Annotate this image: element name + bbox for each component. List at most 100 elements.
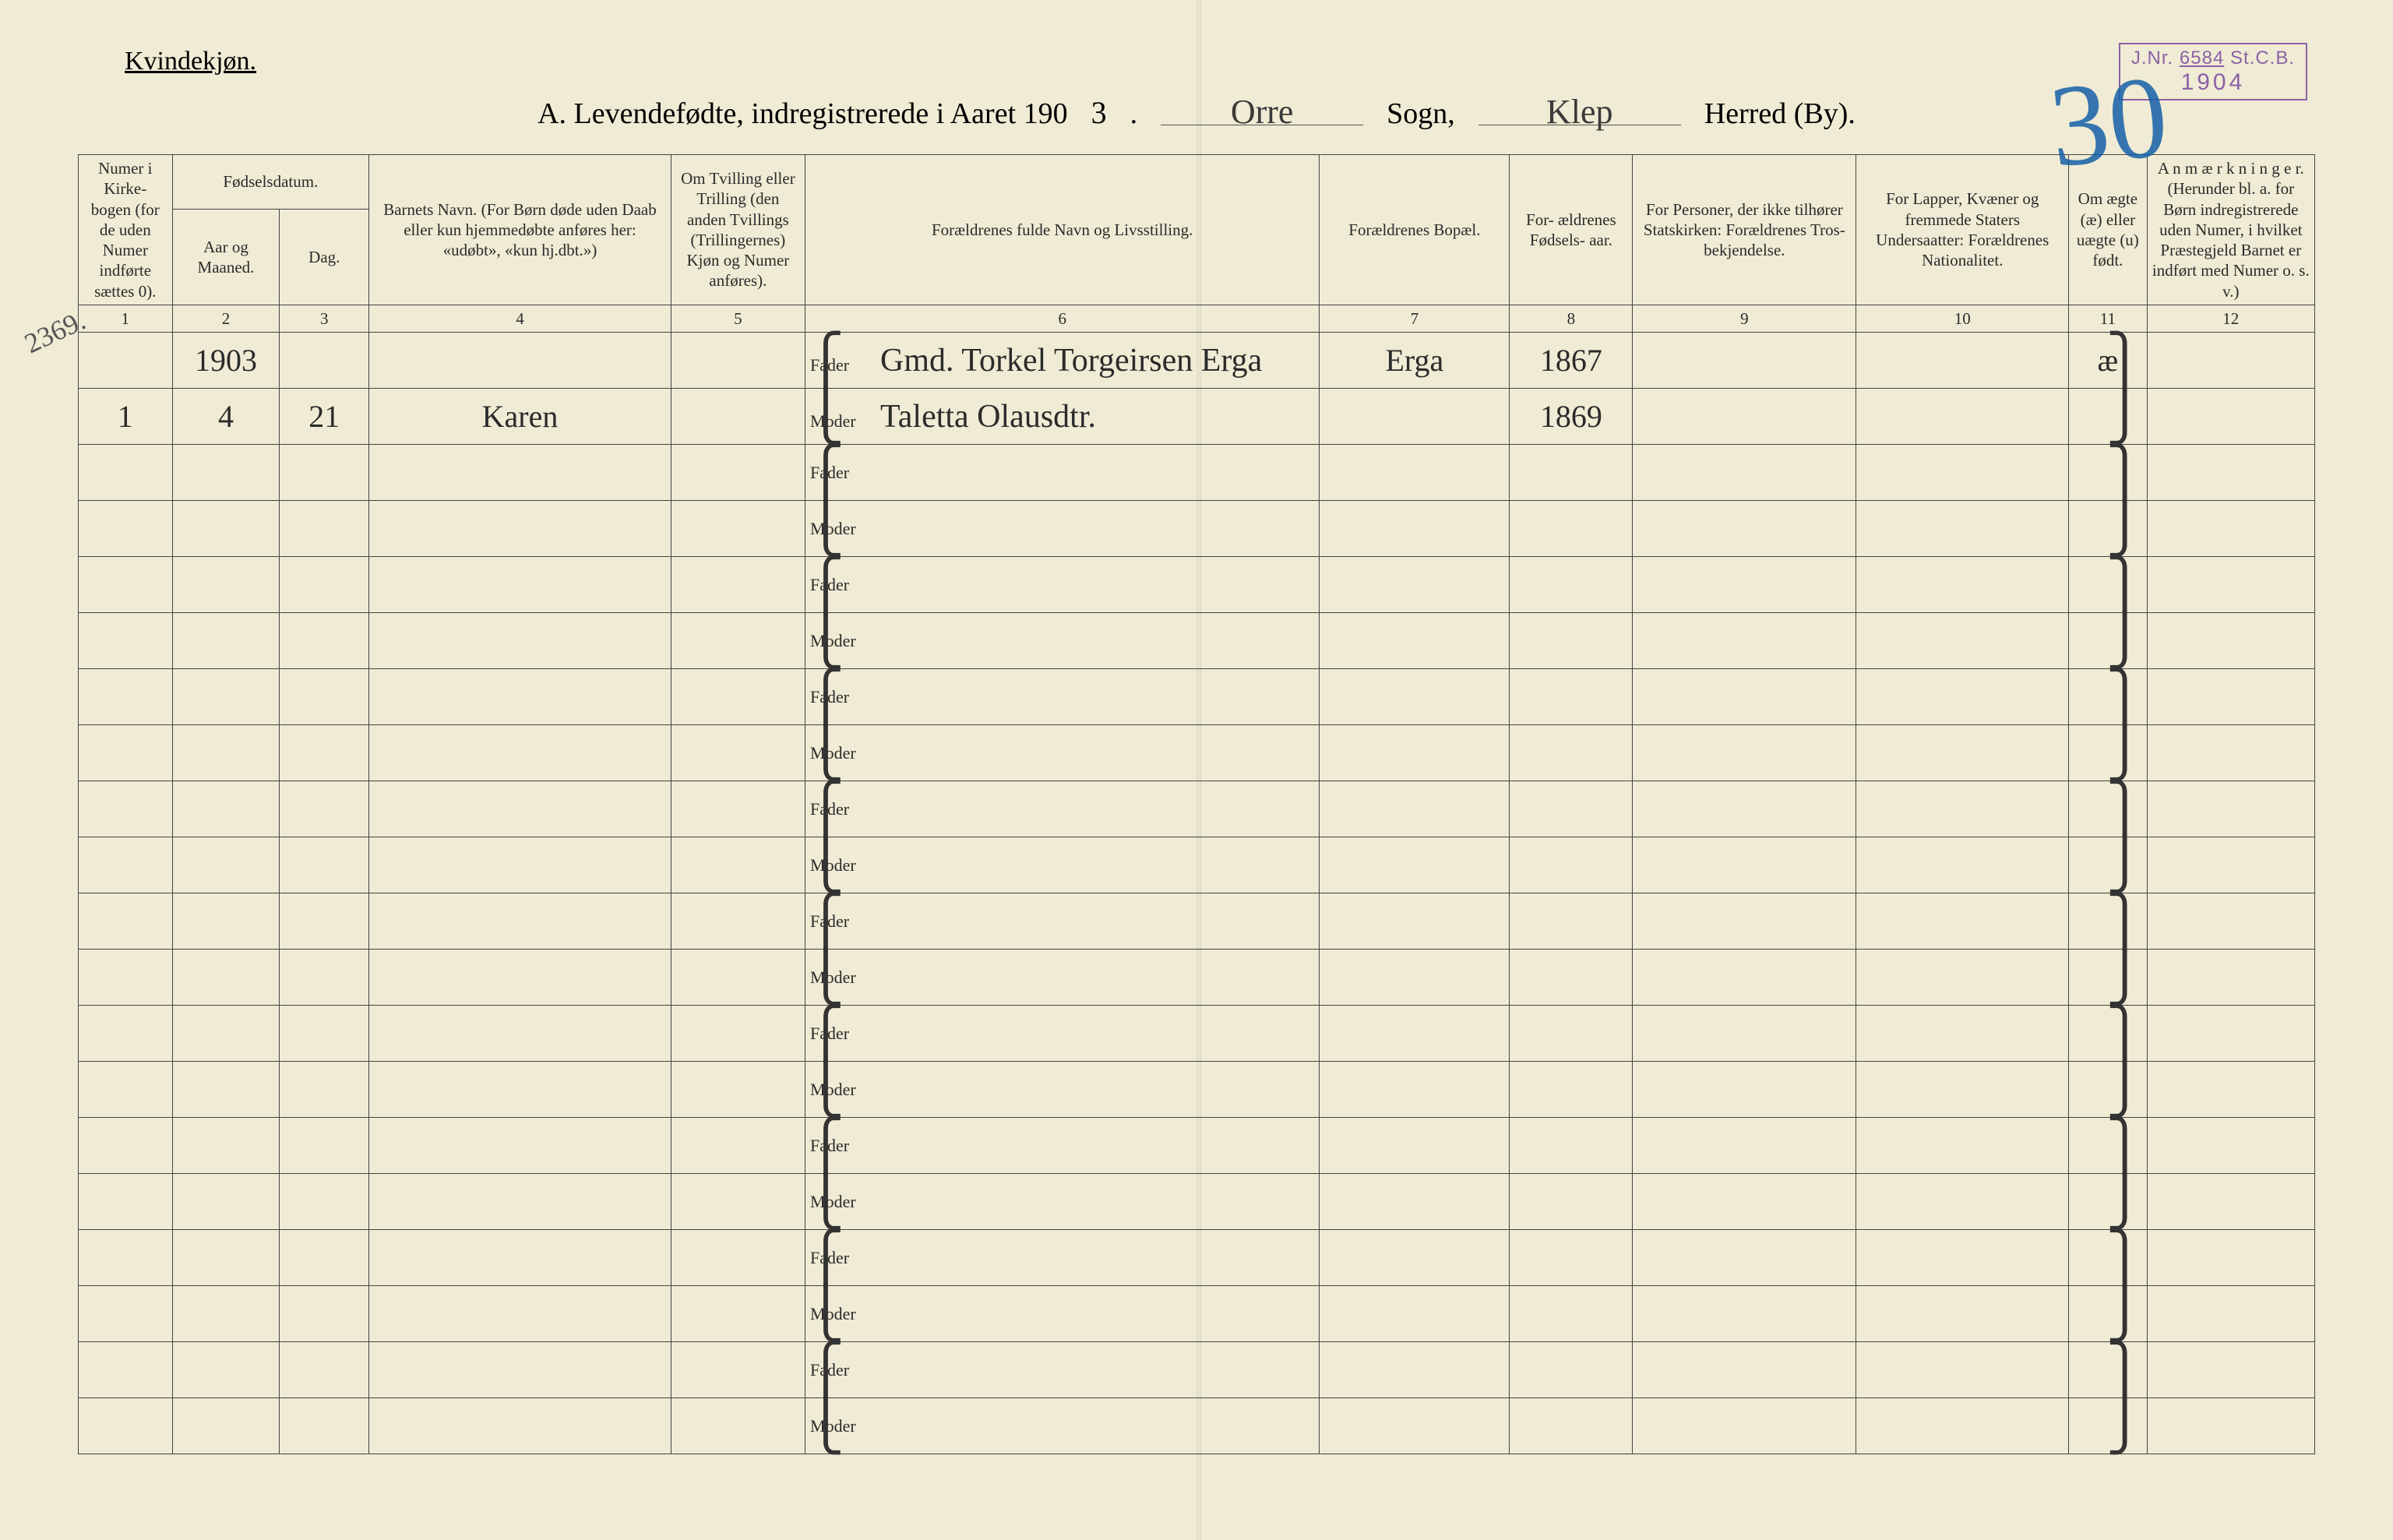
table-cell: [671, 613, 805, 669]
table-cell: [1320, 725, 1510, 781]
table-cell: [2147, 501, 2314, 557]
table-cell: [1320, 1062, 1510, 1118]
table-cell: [1510, 557, 1633, 613]
table-cell: [1633, 1174, 1856, 1230]
col-header-2a: Aar og Maaned.: [172, 210, 280, 305]
table-cell: [369, 1398, 671, 1454]
title-row: A. Levendefødte, indregistrerede i Aaret…: [78, 92, 2315, 131]
col-header-2-top: Fødselsdatum.: [172, 155, 369, 210]
table-cell: [1633, 613, 1856, 669]
table-cell: [1510, 1398, 1633, 1454]
table-cell: [1633, 1006, 1856, 1062]
table-cell: [172, 1174, 280, 1230]
table-cell: [1856, 1118, 2069, 1174]
table-cell: [172, 1286, 280, 1342]
table-cell: [1320, 1230, 1510, 1286]
table-cell: [79, 501, 173, 557]
table-cell: ⎭: [2069, 1062, 2147, 1118]
table-cell: Erga: [1320, 333, 1510, 389]
table-cell: ⎧Fader: [805, 557, 1320, 613]
table-cell: [1856, 893, 2069, 950]
table-cell: [671, 557, 805, 613]
table-cell: [671, 1342, 805, 1398]
table-cell: [1510, 893, 1633, 950]
table-cell: [280, 1006, 369, 1062]
table-cell: [671, 725, 805, 781]
table-cell: [172, 781, 280, 837]
table-cell: [2147, 1342, 2314, 1398]
table-cell: [172, 1398, 280, 1454]
table-cell: [1633, 837, 1856, 893]
table-cell: [671, 669, 805, 725]
table-cell: ⎩Moder: [805, 613, 1320, 669]
table-cell: ⎧Fader: [805, 893, 1320, 950]
table-cell: [172, 725, 280, 781]
table-cell: [79, 1006, 173, 1062]
table-cell: [2147, 557, 2314, 613]
table-cell: [172, 1230, 280, 1286]
table-cell: [369, 1286, 671, 1342]
table-cell: [79, 1286, 173, 1342]
table-cell: ⎫: [2069, 781, 2147, 837]
table-cell: [79, 333, 173, 389]
table-cell: [2147, 837, 2314, 893]
stamp-jnr-value: 6584: [2180, 48, 2224, 69]
register-table: Numer i Kirke- bogen (for de uden Numer …: [78, 154, 2315, 1454]
table-cell: [2147, 1174, 2314, 1230]
table-cell: [1856, 501, 2069, 557]
table-cell: [1510, 1062, 1633, 1118]
table-cell: [79, 893, 173, 950]
table-cell: [280, 1118, 369, 1174]
table-cell: [369, 445, 671, 501]
table-cell: [1320, 669, 1510, 725]
sogn-label: Sogn,: [1387, 97, 1455, 131]
col-header-2b: Dag.: [280, 210, 369, 305]
table-cell: [671, 781, 805, 837]
table-cell: [1510, 669, 1633, 725]
table-cell: ⎧Fader: [805, 1006, 1320, 1062]
table-cell: [79, 1174, 173, 1230]
table-cell: [79, 669, 173, 725]
table-cell: [1633, 725, 1856, 781]
table-cell: [369, 1006, 671, 1062]
table-cell: [369, 950, 671, 1006]
table-cell: [1856, 1006, 2069, 1062]
table-cell: 1869: [1510, 389, 1633, 445]
table-cell: [671, 333, 805, 389]
column-number: 4: [369, 305, 671, 332]
table-cell: [2147, 669, 2314, 725]
table-cell: [2147, 445, 2314, 501]
table-cell: 1: [79, 389, 173, 445]
table-cell: ⎭: [2069, 837, 2147, 893]
table-cell: ⎩Moder: [805, 501, 1320, 557]
table-cell: [1633, 445, 1856, 501]
column-number: 12: [2147, 305, 2314, 332]
table-cell: [2147, 613, 2314, 669]
table-cell: [1320, 893, 1510, 950]
table-cell: [369, 557, 671, 613]
table-cell: [79, 725, 173, 781]
table-cell: [1856, 445, 2069, 501]
table-cell: [1856, 333, 2069, 389]
table-cell: [172, 1342, 280, 1398]
table-cell: 21: [280, 389, 369, 445]
table-cell: [172, 613, 280, 669]
table-cell: [172, 837, 280, 893]
table-cell: [671, 389, 805, 445]
table-cell: [280, 557, 369, 613]
table-cell: [280, 725, 369, 781]
table-cell: [172, 557, 280, 613]
table-cell: 4: [172, 389, 280, 445]
table-cell: [280, 950, 369, 1006]
table-cell: [369, 1062, 671, 1118]
table-cell: ⎭: [2069, 501, 2147, 557]
table-cell: [1510, 501, 1633, 557]
table-cell: [671, 837, 805, 893]
title-prefix: A. Levendefødte, indregistrerede i Aaret…: [537, 97, 1068, 131]
column-number: 3: [280, 305, 369, 332]
col-header-7: Forældrenes Bopæl.: [1320, 155, 1510, 305]
table-cell: [280, 837, 369, 893]
table-cell: [671, 1118, 805, 1174]
column-number: 8: [1510, 305, 1633, 332]
table-cell: [172, 950, 280, 1006]
